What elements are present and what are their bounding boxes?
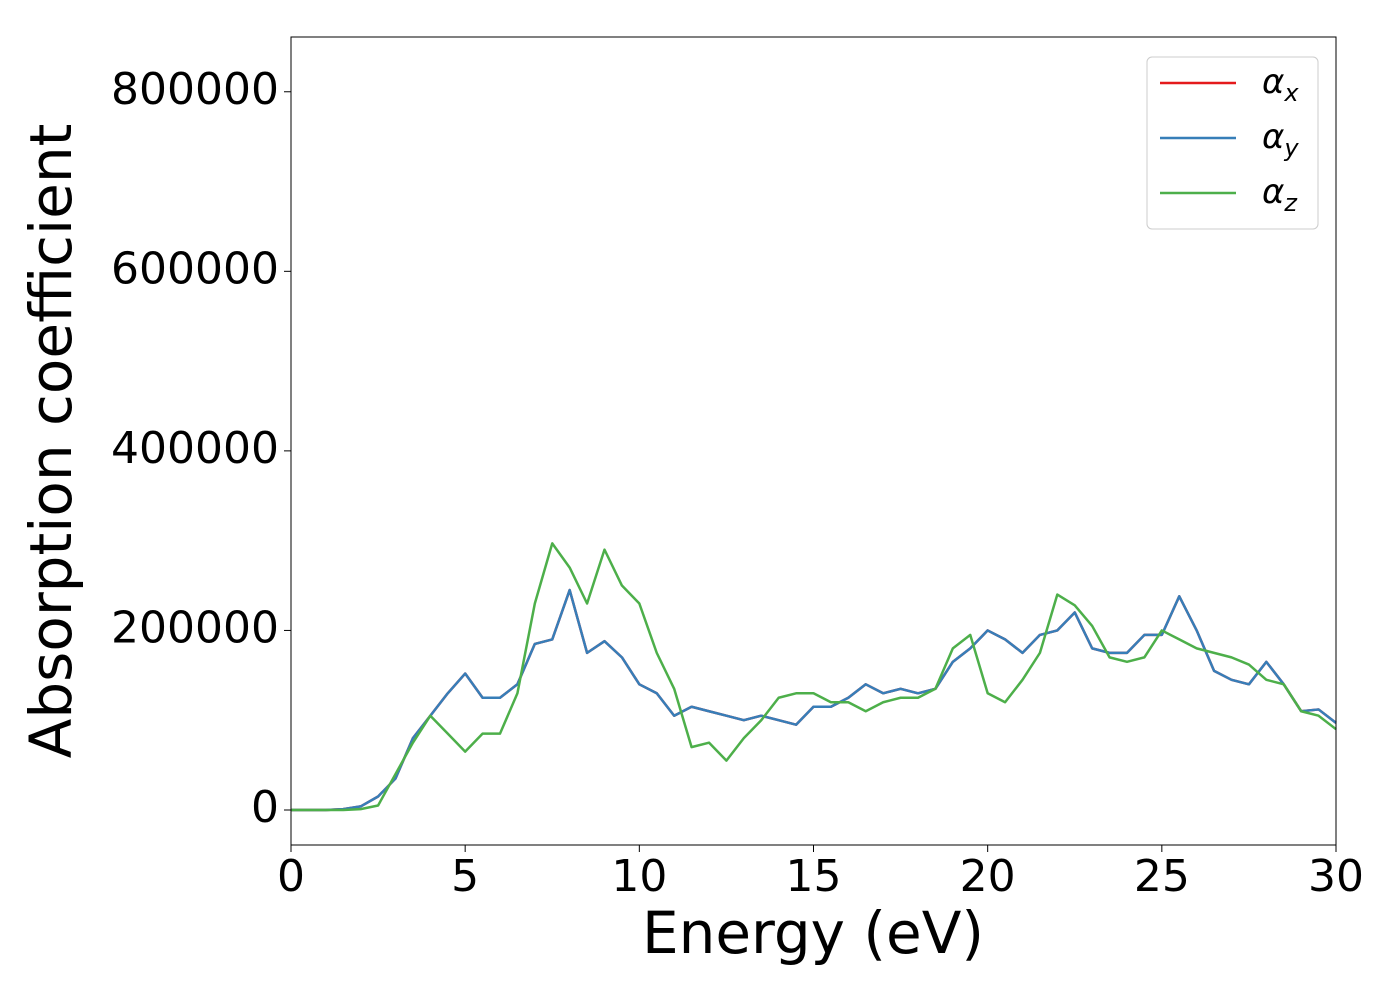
x-tick-label: 25 bbox=[1134, 851, 1190, 902]
y-axis-label: Absorption coefficient bbox=[17, 124, 85, 759]
legend-label: αx bbox=[1262, 62, 1299, 107]
x-tick-label: 20 bbox=[960, 851, 1016, 902]
x-tick-label: 15 bbox=[786, 851, 842, 902]
y-tick-label: 200000 bbox=[111, 602, 279, 653]
y-tick-label: 800000 bbox=[111, 64, 279, 115]
y-tick-label: 600000 bbox=[111, 243, 279, 294]
data-line bbox=[291, 542, 1337, 812]
legend-box bbox=[1146, 56, 1319, 230]
x-tick-label: 5 bbox=[451, 851, 479, 902]
y-tick-label: 400000 bbox=[111, 423, 279, 474]
legend-label: αy bbox=[1262, 117, 1299, 162]
legend-label: αz bbox=[1262, 172, 1298, 217]
y-tick-label: 0 bbox=[251, 782, 279, 833]
x-axis-label: Energy (eV) bbox=[642, 899, 984, 967]
data-line bbox=[291, 588, 1337, 812]
x-tick-label: 30 bbox=[1308, 851, 1364, 902]
x-tick-label: 10 bbox=[611, 851, 667, 902]
x-tick-label: 0 bbox=[277, 851, 305, 902]
data-line bbox=[291, 588, 1337, 812]
